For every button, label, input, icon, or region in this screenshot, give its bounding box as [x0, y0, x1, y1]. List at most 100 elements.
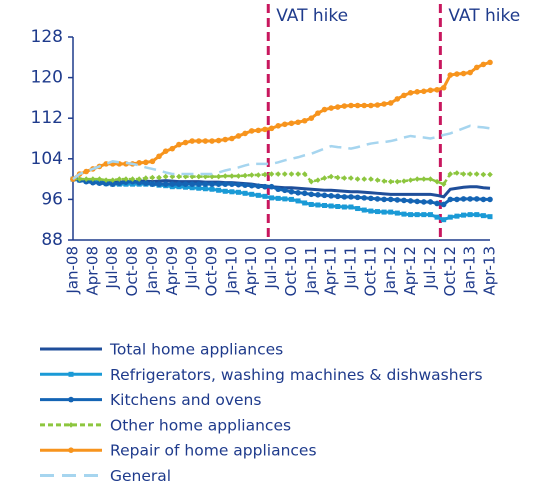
point [90, 179, 96, 186]
point [149, 181, 156, 187]
point [368, 195, 374, 202]
point [209, 186, 215, 192]
point [401, 178, 407, 184]
point [473, 171, 480, 177]
y-tick-label: 128 [31, 27, 63, 47]
point [295, 171, 301, 177]
point [176, 181, 182, 187]
x-tick-label: Jul-11 [342, 246, 360, 290]
point [401, 92, 407, 99]
point [480, 196, 487, 203]
point [202, 186, 208, 192]
point [348, 194, 354, 200]
point [169, 181, 176, 187]
series-line [73, 177, 491, 199]
point [328, 193, 334, 199]
point [434, 178, 440, 185]
point [354, 102, 361, 109]
point [268, 125, 275, 132]
point [407, 90, 414, 96]
point [407, 177, 414, 183]
point [348, 102, 354, 109]
point [341, 103, 348, 109]
point [394, 96, 401, 102]
point [129, 176, 136, 182]
point [473, 64, 480, 71]
point [341, 204, 347, 210]
x-tick-label: Jul-09 [183, 246, 201, 290]
point [354, 194, 361, 201]
x-tick-label: Jan-09 [143, 246, 161, 295]
point [269, 195, 275, 201]
point [182, 139, 189, 146]
point [308, 191, 315, 198]
point [467, 69, 473, 76]
legend-label: Total home appliances [109, 341, 283, 359]
point [288, 120, 295, 127]
point [162, 173, 169, 180]
y-tick-label: 88 [41, 230, 63, 250]
point [295, 190, 301, 196]
legend-label: Refrigerators, washing machines & dishwa… [110, 366, 483, 384]
point [368, 208, 374, 214]
point [335, 204, 341, 210]
point [143, 175, 149, 181]
series-line [72, 177, 491, 222]
point [361, 195, 368, 201]
point [354, 176, 361, 182]
point [182, 181, 189, 187]
point [387, 178, 394, 185]
point [262, 171, 268, 178]
point [215, 181, 222, 187]
point [209, 138, 215, 144]
point [123, 176, 129, 182]
point [361, 176, 368, 182]
point [156, 181, 162, 187]
point [374, 209, 380, 215]
point [414, 198, 420, 205]
point [248, 128, 255, 134]
point [136, 176, 142, 182]
x-tick-label: Jul-08 [103, 246, 121, 290]
x-tick-label: Apr-13 [481, 246, 499, 296]
point [235, 181, 242, 188]
point [222, 181, 229, 187]
point [381, 209, 387, 215]
point [169, 145, 176, 152]
legend-label: General [110, 467, 171, 485]
point [235, 189, 241, 195]
point [434, 200, 440, 207]
point [414, 89, 420, 95]
point [461, 212, 467, 218]
point [288, 171, 295, 177]
point [341, 175, 348, 181]
point [341, 194, 348, 200]
legend-marker [68, 396, 74, 403]
point [467, 171, 473, 177]
point [321, 106, 328, 113]
point [427, 87, 434, 94]
point [156, 174, 162, 181]
x-tick-label: Jul-12 [421, 246, 439, 290]
point [480, 61, 487, 68]
legend-label: Other home appliances [110, 416, 291, 434]
point [295, 198, 301, 204]
point [222, 136, 229, 143]
point [262, 193, 268, 199]
point [334, 193, 341, 200]
y-tick-label: 104 [31, 149, 63, 169]
point [348, 175, 354, 181]
point [394, 178, 401, 185]
point [255, 127, 262, 134]
point [242, 130, 248, 137]
point [427, 176, 434, 182]
point [487, 196, 493, 203]
y-tick-label: 112 [31, 108, 63, 128]
point [394, 197, 401, 203]
x-tick-label: Oct-11 [361, 246, 379, 296]
x-tick-label: Oct-10 [282, 246, 300, 296]
x-tick-label: Jul-10 [262, 246, 280, 290]
point [447, 72, 454, 78]
point [315, 110, 321, 116]
